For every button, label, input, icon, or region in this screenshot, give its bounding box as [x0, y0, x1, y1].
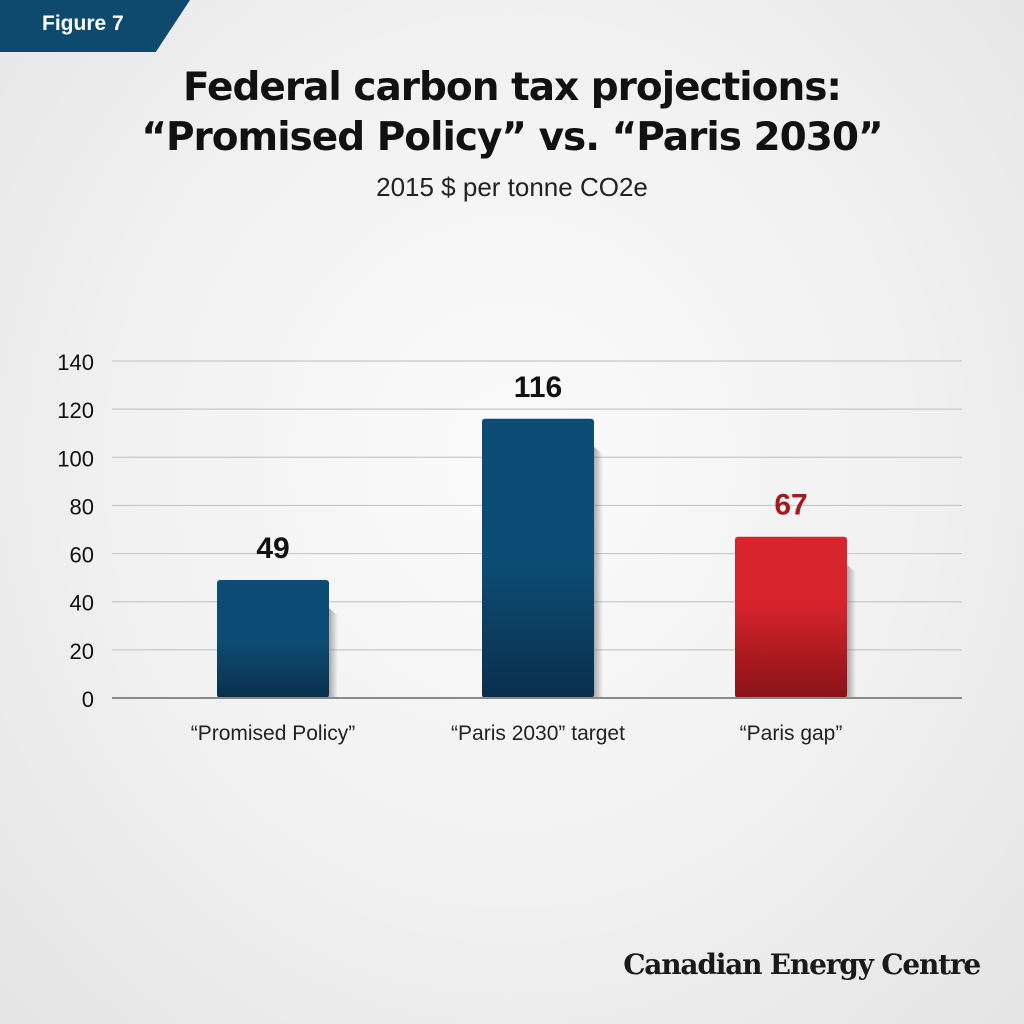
y-tick-label: 60: [70, 543, 94, 568]
y-tick-label: 0: [82, 687, 94, 712]
y-tick-label: 100: [57, 446, 94, 471]
bar-value-label: 49: [256, 532, 289, 565]
bar-value-label: 116: [514, 371, 562, 404]
y-tick-label: 140: [57, 350, 94, 375]
credit-logo: Canadian Energy Centre: [623, 948, 981, 981]
figure-label-tab: Figure 7: [0, 0, 190, 52]
bar-shadow: [329, 608, 338, 698]
x-category-label: “Paris gap”: [740, 722, 843, 745]
bar: [217, 580, 329, 698]
chart-subtitle: 2015 $ per tonne CO2e: [376, 172, 648, 202]
x-category-label: “Paris 2030” target: [451, 722, 625, 745]
bar: [735, 536, 847, 698]
figure-label: Figure 7: [42, 12, 124, 35]
chart-title-line-1: Federal carbon tax projections:: [182, 65, 842, 110]
chart-title-line-2: “Promised Policy” vs. “Paris 2030”: [141, 115, 883, 160]
bar-value-label: 67: [774, 489, 807, 522]
y-tick-label: 40: [70, 591, 94, 616]
bar-shadow: [847, 564, 856, 698]
y-tick-label: 20: [70, 639, 94, 664]
y-tick-label: 80: [70, 494, 94, 519]
x-category-label: “Promised Policy”: [191, 722, 356, 745]
y-tick-label: 120: [57, 398, 94, 423]
bar: [482, 418, 594, 698]
bar-shadow: [594, 446, 603, 698]
